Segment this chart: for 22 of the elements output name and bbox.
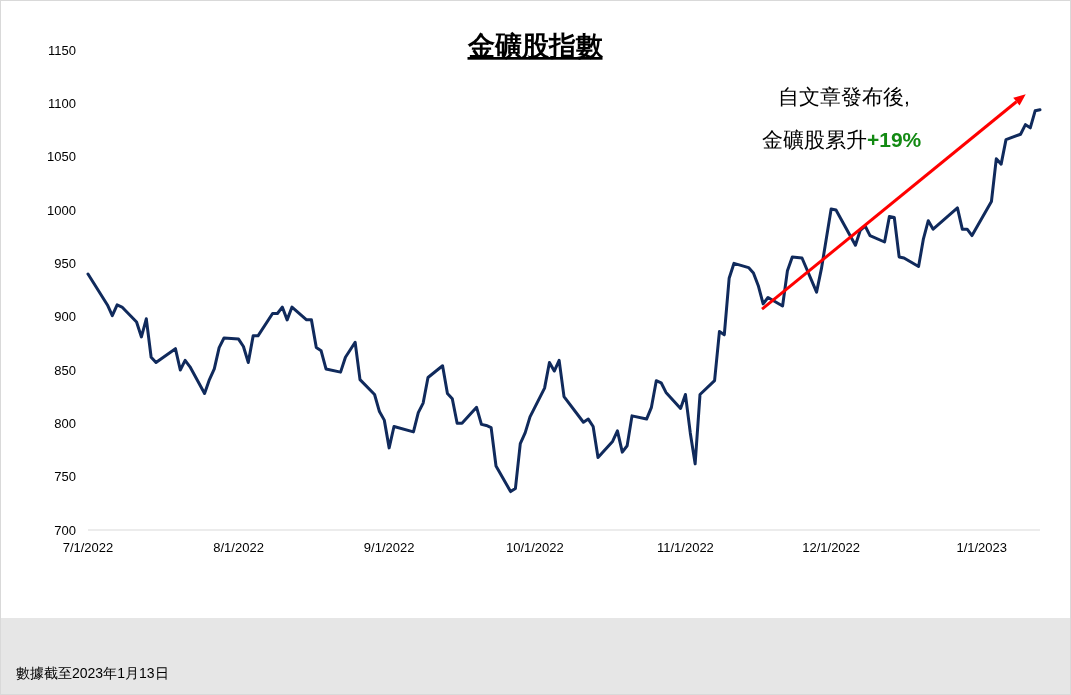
y-tick-label: 700: [54, 522, 76, 538]
y-tick-label: 900: [54, 309, 76, 325]
annotation: 自文章發布後,: [778, 85, 910, 108]
x-tick-label: 8/1/2022: [213, 540, 264, 555]
y-tick-label: 1000: [47, 202, 76, 218]
y-tick-label: 850: [54, 362, 76, 378]
y-tick-label: 750: [54, 469, 76, 485]
x-tick-label: 10/1/2022: [505, 540, 564, 555]
y-tick-label: 1100: [48, 95, 76, 111]
x-tick-label: 11/1/2022: [656, 540, 714, 555]
line-series: [86, 108, 1042, 494]
y-tick-label: 800: [54, 415, 76, 431]
y-tick-label: 1150: [48, 42, 76, 58]
x-tick-label: 9/1/2022: [363, 540, 415, 555]
x-tick-label: 12/1/2022: [802, 540, 861, 555]
y-tick-label: 950: [54, 255, 76, 271]
x-tick-label: 1/1/2023: [956, 540, 1008, 555]
y-tick-label: 1050: [47, 149, 76, 165]
text: 數據截至2023年1月13日: [16, 665, 169, 681]
annotation: 金礦股累升+19%: [762, 128, 922, 151]
x-tick-label: 7/1/2022: [62, 540, 114, 555]
chart-title: 金礦股指數: [466, 31, 604, 61]
